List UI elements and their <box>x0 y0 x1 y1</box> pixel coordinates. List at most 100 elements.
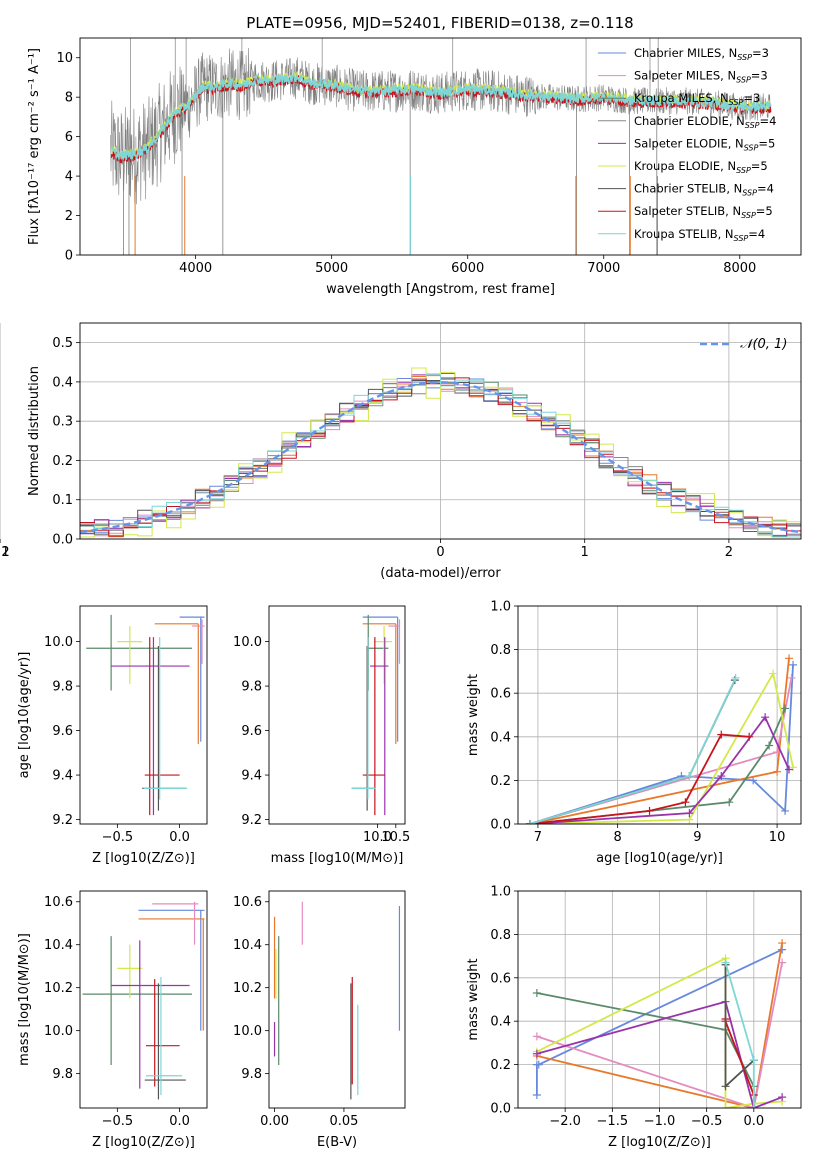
x-tick-label: −1.5 <box>597 1114 629 1129</box>
weight-series-pink <box>536 962 783 1108</box>
weight-marker <box>749 1056 758 1065</box>
y-tick-label: 0.0 <box>490 818 511 833</box>
axes-age_vs_Z: −0.5 0.0 9.2 9.4 9.6 9.8 10.0 Z [log10(Z/Z⊙)] ag… <box>17 605 208 866</box>
axes-frame <box>79 322 802 540</box>
y-axis-label: age [log10(age/yr)] <box>17 652 32 779</box>
weight-marker <box>532 1090 541 1099</box>
x-tick-label: −0.5 <box>102 830 134 845</box>
weight-series-chabrier_stelib <box>724 964 755 1089</box>
legend-entry: Chabrier STELIB, NSSP=4 <box>634 182 774 198</box>
weight-series-salpeter_elodie <box>536 1000 783 1108</box>
weight-marker <box>721 958 730 967</box>
y-tick-label: 0.4 <box>490 1015 511 1030</box>
axes-spectrum: 4000 5000 6000 7000 8000 0 2 4 6 8 10 wavelength [A… <box>27 37 802 297</box>
y-tick-label: 10 <box>56 51 73 66</box>
weight-marker <box>761 713 770 722</box>
weight-marker <box>731 673 740 682</box>
legend-entry: Kroupa MILES, NSSP=3 <box>634 91 760 107</box>
y-tick-label: 2 <box>65 209 73 224</box>
weight-marker <box>785 654 794 663</box>
y-tick-label: 10.4 <box>233 938 262 953</box>
x-tick-label: −0.5 <box>691 1114 723 1129</box>
y-tick-label: 0.8 <box>490 643 511 658</box>
y-tick-label: 9.4 <box>241 769 262 784</box>
x-tick-label: 2 <box>725 545 733 560</box>
y-tick-label: 10.0 <box>233 1024 262 1039</box>
x-tick-label: 10 <box>769 830 786 845</box>
y-tick-label: 9.2 <box>241 813 262 828</box>
axes-residuals: −2−1 0 1 2 0.0 0.1 0.2 0.3 0.4 0.5 (data-model)/er… <box>0 322 802 581</box>
weight-marker <box>749 1104 758 1108</box>
x-tick-label: −0.5 <box>102 1114 134 1129</box>
legend: 𝒩(0, 1) <box>700 337 787 352</box>
weight-marker <box>534 1060 543 1069</box>
y-tick-label: 9.6 <box>241 724 262 739</box>
weight-marker <box>769 669 778 678</box>
x-tick-label: 8 <box>614 830 622 845</box>
x-axis-label: wavelength [Angstrom, rest frame] <box>326 282 555 297</box>
weight-marker <box>785 765 794 774</box>
weight-marker <box>773 767 782 776</box>
y-tick-label: 0.0 <box>52 533 73 548</box>
weight-marker <box>778 1093 787 1102</box>
x-tick-label: 6000 <box>451 261 484 276</box>
plot-area <box>80 367 801 538</box>
x-axis-label: (data-model)/error <box>380 566 501 581</box>
y-tick-label: 0.4 <box>490 730 511 745</box>
grid-lines <box>0 323 801 540</box>
x-tick-label: 7 <box>534 830 542 845</box>
weight-marker <box>532 1032 541 1041</box>
x-axis-label: Z [log10(Z/Z⊙)] <box>92 1135 195 1150</box>
weight-series-pink <box>529 677 793 824</box>
legend-entry: Salpeter ELODIE, NSSP=5 <box>634 136 775 152</box>
weight-series-salpeter_miles <box>536 942 783 1108</box>
axes-weight_vs_Z: −2.0 −1.5 −1.0 −0.5 0.0 0.0 0.2 0.4 0.6 0.8 1.0 Z [… <box>466 885 802 1150</box>
plot-area <box>351 614 401 816</box>
x-tick-label: 0.0 <box>169 830 190 845</box>
y-tick-label: 10.6 <box>44 895 73 910</box>
x-tick-label: −2 <box>0 545 10 560</box>
weight-series-kroupa_miles <box>529 708 786 824</box>
weight-marker <box>645 806 654 815</box>
x-tick-label: 5000 <box>315 261 348 276</box>
x-tick-label: 9 <box>693 830 701 845</box>
normal-curve <box>80 381 801 534</box>
legend: Chabrier MILES, NSSP=3 Salpeter MILES, NS… <box>598 46 776 243</box>
legend-entry: Chabrier ELODIE, NSSP=4 <box>634 114 776 130</box>
y-tick-label: 0 <box>65 249 73 264</box>
y-tick-label: 0.3 <box>52 415 73 430</box>
weight-series-kroupa_elodie <box>536 956 783 1108</box>
axes-frame <box>79 37 802 256</box>
y-tick-label: 0.2 <box>490 774 511 789</box>
y-tick-label: 0.2 <box>490 1058 511 1073</box>
y-tick-label: 0.5 <box>52 336 73 351</box>
plot-area <box>532 939 787 1108</box>
y-tick-label: 9.8 <box>241 1067 262 1082</box>
y-axis-label: Normed distribution <box>27 366 42 496</box>
y-tick-label: 8 <box>65 91 73 106</box>
axes-mass_vs_ebv: 0.00 0.05 9.8 10.0 10.2 10.4 10.6 E(B-V) <box>233 890 406 1150</box>
figure-title: PLATE=0956, MJD=52401, FIBERID=0138, z=0… <box>246 14 633 32</box>
y-tick-label: 10.6 <box>233 895 262 910</box>
x-axis-label: Z [log10(Z/Z⊙)] <box>608 1135 711 1150</box>
y-tick-label: 9.6 <box>52 724 73 739</box>
weight-marker <box>717 730 726 739</box>
axes-frame <box>79 890 208 1109</box>
weight-marker <box>749 776 758 785</box>
plot-area <box>525 654 798 824</box>
y-tick-label: 9.8 <box>241 680 262 695</box>
plot-area <box>86 614 205 816</box>
plot-area <box>110 38 772 255</box>
y-tick-label: 0.1 <box>52 493 73 508</box>
weight-marker <box>532 1049 541 1058</box>
weight-marker <box>721 1082 730 1091</box>
weight-marker <box>781 806 790 815</box>
y-tick-label: 9.8 <box>52 1067 73 1082</box>
y-tick-label: 0.2 <box>52 454 73 469</box>
grid-lines <box>518 605 801 825</box>
weight-marker <box>787 673 796 682</box>
axes-frame <box>517 890 802 1109</box>
